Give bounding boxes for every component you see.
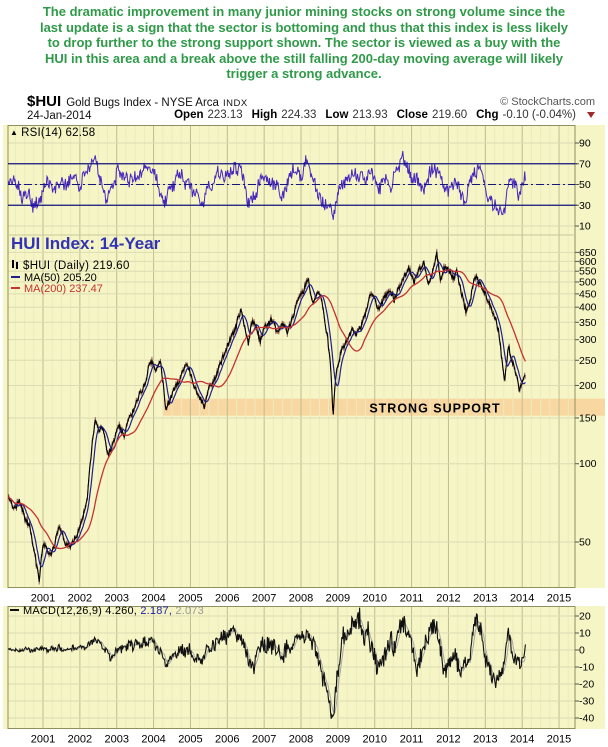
svg-text:2003: 2003	[104, 593, 128, 605]
open-quote: Open 223.13	[174, 109, 243, 121]
svg-text:50: 50	[579, 537, 591, 549]
chart-canvas: STRONG SUPPORT90705030106506005505004504…	[3, 125, 606, 746]
svg-text:-30: -30	[579, 696, 594, 708]
svg-text:2002: 2002	[68, 593, 92, 605]
price-series	[8, 248, 526, 585]
macd-line-swatch	[10, 609, 19, 612]
candlestick-icon	[11, 259, 20, 269]
svg-text:30: 30	[579, 200, 591, 212]
svg-text:2012: 2012	[436, 734, 460, 746]
svg-text:550: 550	[579, 266, 597, 278]
svg-text:2003: 2003	[104, 734, 128, 746]
svg-text:2013: 2013	[473, 593, 497, 605]
svg-text:-20: -20	[579, 679, 594, 691]
svg-text:2005: 2005	[178, 593, 202, 605]
svg-text:2009: 2009	[326, 734, 350, 746]
change-quote: Chg -0.10 (-0.04%)	[476, 109, 576, 121]
svg-text:600: 600	[579, 256, 597, 268]
svg-text:2008: 2008	[289, 593, 313, 605]
ticker-symbol: $HUI	[27, 93, 62, 110]
price-legend: $HUI (Daily) 219.60 MA(50) 205.20 MA(200…	[11, 259, 130, 296]
svg-text:2006: 2006	[215, 593, 239, 605]
macd-legend: MACD(12,26,9) 4.260, 2.187, 2.073	[10, 605, 204, 617]
svg-text:150: 150	[579, 412, 597, 424]
rsi-legend: ▲ RSI(14) 62.58	[10, 127, 96, 139]
svg-text:0: 0	[579, 645, 585, 657]
index-name: Gold Bugs Index - NYSE Arca	[66, 97, 219, 109]
svg-text:2007: 2007	[252, 593, 276, 605]
area-chart-icon: ▲	[10, 128, 19, 137]
low-quote: Low 213.93	[325, 109, 388, 121]
svg-text:650: 650	[579, 247, 597, 259]
svg-text:2010: 2010	[362, 593, 386, 605]
svg-text:50: 50	[579, 179, 591, 191]
rsi-series	[8, 151, 526, 220]
svg-text:400: 400	[579, 302, 597, 314]
price-legend-ma50: MA(50) 205.20	[11, 272, 130, 285]
svg-text:2012: 2012	[436, 593, 460, 605]
change-down-triangle-icon	[587, 112, 595, 118]
high-quote: High 224.33	[251, 109, 317, 121]
svg-text:2011: 2011	[400, 734, 424, 746]
svg-text:-10: -10	[579, 662, 594, 674]
analyst-commentary: The dramatic improvement in many junior …	[39, 4, 569, 82]
svg-text:2014: 2014	[510, 593, 534, 605]
svg-text:2015: 2015	[547, 593, 571, 605]
svg-text:2002: 2002	[68, 734, 92, 746]
svg-text:2006: 2006	[215, 734, 239, 746]
svg-text:-40: -40	[579, 713, 594, 725]
svg-text:90: 90	[579, 138, 591, 150]
gridlines	[8, 125, 575, 729]
svg-text:450: 450	[579, 288, 597, 300]
svg-text:250: 250	[579, 355, 597, 367]
svg-text:2015: 2015	[547, 734, 571, 746]
svg-text:2007: 2007	[252, 734, 276, 746]
quote-date: 24-Jan-2014	[27, 110, 92, 122]
ohlc-quote-bar: Open 223.13 High 224.33 Low 213.93 Close 219…	[174, 109, 595, 121]
svg-text:2010: 2010	[362, 734, 386, 746]
svg-text:2004: 2004	[141, 593, 165, 605]
svg-text:20: 20	[579, 611, 591, 623]
svg-text:350: 350	[579, 317, 597, 329]
svg-text:2009: 2009	[326, 593, 350, 605]
support-label: STRONG SUPPORT	[369, 402, 500, 416]
macd-series	[8, 607, 526, 719]
svg-text:200: 200	[579, 380, 597, 392]
svg-text:2014: 2014	[510, 734, 534, 746]
chart-title-bar: $HUI Gold Bugs Index - NYSE Arca INDX	[27, 93, 248, 111]
svg-text:70: 70	[579, 158, 591, 170]
svg-text:500: 500	[579, 277, 597, 289]
price-legend-main: $HUI (Daily) 219.60	[11, 259, 130, 273]
close-quote: Close 219.60	[396, 109, 468, 121]
svg-text:300: 300	[579, 334, 597, 346]
ma50-line-swatch	[11, 275, 20, 278]
ma200-line-swatch	[11, 287, 20, 290]
chart-annotation-title: HUI Index: 14-Year	[11, 234, 161, 253]
exchange-label: INDX	[222, 98, 248, 109]
stockcharts-copyright-link[interactable]: © StockCharts.com	[500, 96, 595, 108]
svg-text:2013: 2013	[473, 734, 497, 746]
svg-text:2001: 2001	[31, 734, 55, 746]
price-legend-ma200: MA(200) 237.47	[11, 283, 130, 296]
y-axis-labels: 9070503010650600550500450400350300250200…	[575, 138, 597, 725]
svg-text:10: 10	[579, 628, 591, 640]
svg-text:100: 100	[579, 458, 597, 470]
svg-text:10: 10	[579, 221, 591, 233]
svg-text:2008: 2008	[289, 734, 313, 746]
svg-text:2011: 2011	[400, 593, 424, 605]
svg-text:2005: 2005	[178, 734, 202, 746]
svg-text:2001: 2001	[31, 593, 55, 605]
svg-text:2004: 2004	[141, 734, 165, 746]
x-axis-labels: 2001 2001 2002 2002 2003 2003 2004 2004 2005 2005…	[31, 593, 572, 746]
